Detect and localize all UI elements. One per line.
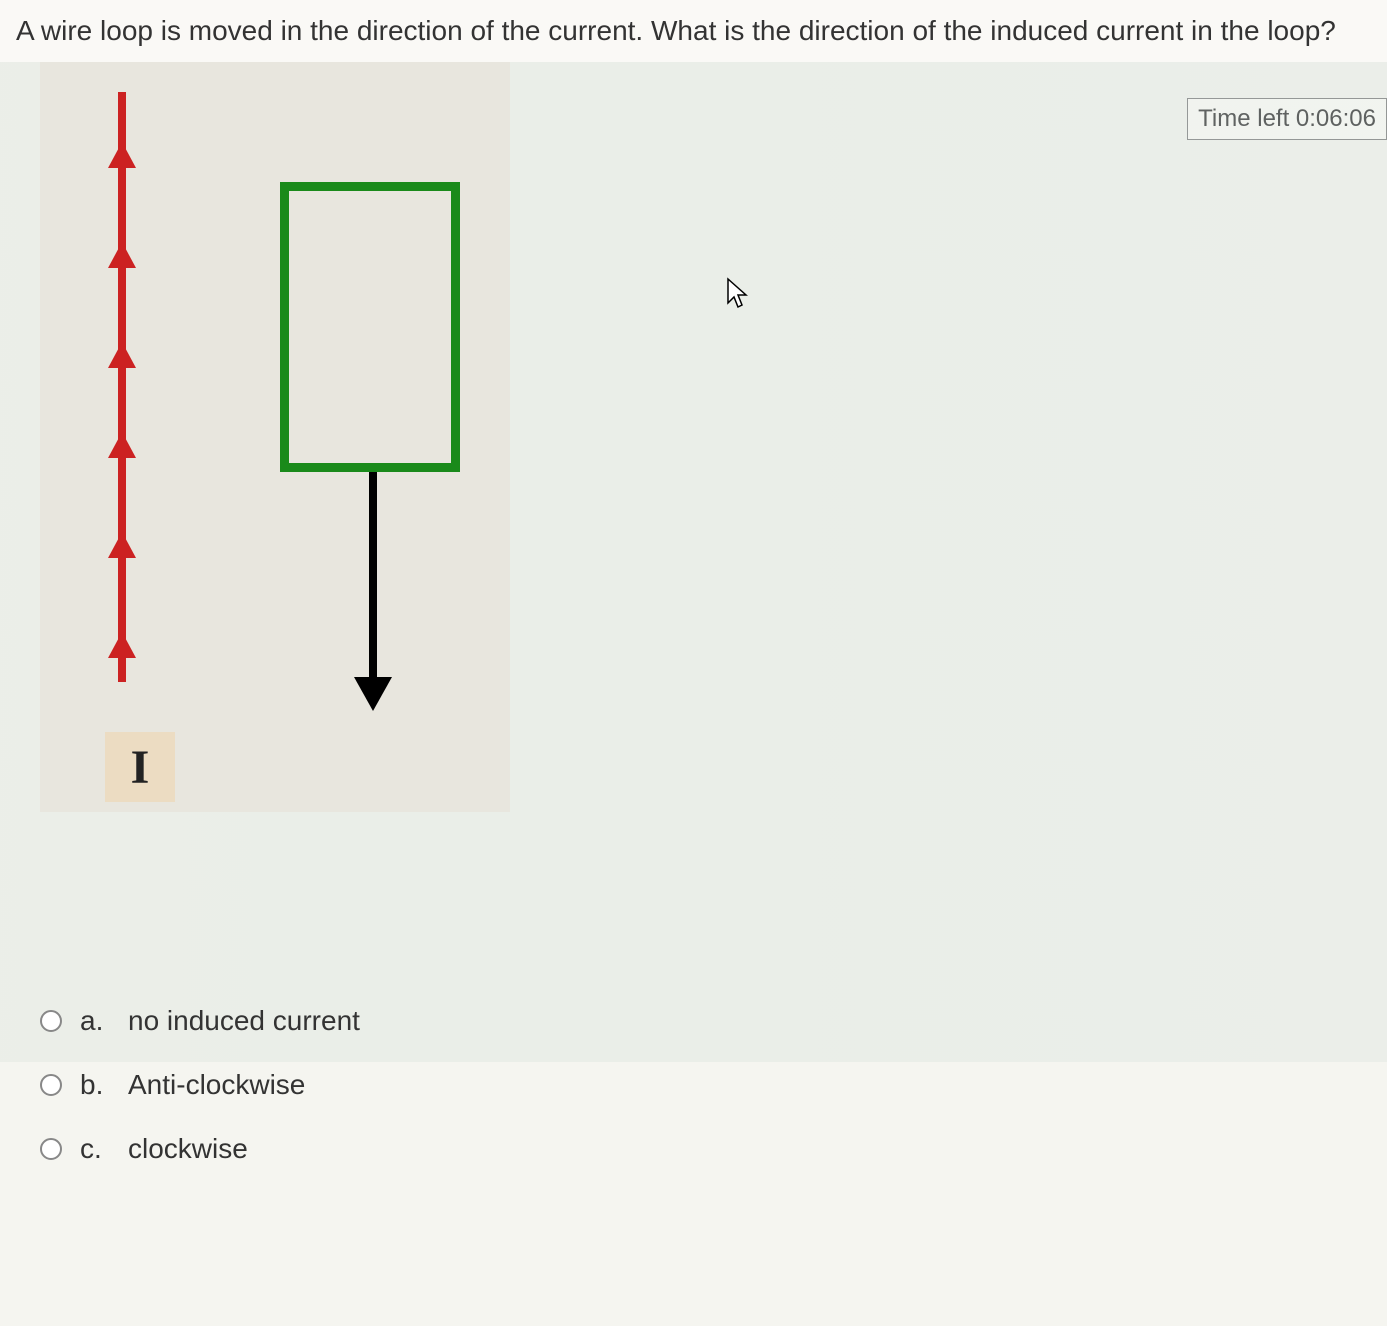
answer-option-a[interactable]: a. no induced current — [40, 1005, 360, 1037]
option-letter: a. — [80, 1005, 104, 1037]
radio-icon[interactable] — [40, 1010, 62, 1032]
current-wire — [118, 92, 126, 682]
option-letter: c. — [80, 1133, 104, 1165]
current-arrow-icon — [108, 142, 136, 168]
velocity-arrow-head-icon — [354, 677, 392, 711]
option-letter: b. — [80, 1069, 104, 1101]
answer-option-c[interactable]: c. clockwise — [40, 1133, 360, 1165]
current-label: I — [105, 732, 175, 802]
question-text: A wire loop is moved in the direction of… — [0, 0, 1387, 62]
radio-icon[interactable] — [40, 1074, 62, 1096]
physics-diagram: I — [40, 62, 510, 812]
option-text: no induced current — [128, 1005, 360, 1037]
current-arrow-icon — [108, 342, 136, 368]
cursor-pointer-icon — [725, 277, 753, 318]
radio-icon[interactable] — [40, 1138, 62, 1160]
answer-options: a. no induced current b. Anti-clockwise … — [40, 1005, 360, 1197]
current-arrow-icon — [108, 242, 136, 268]
option-text: Anti-clockwise — [128, 1069, 305, 1101]
current-arrow-icon — [108, 432, 136, 458]
velocity-arrow-line — [369, 472, 377, 682]
content-area: I — [0, 62, 1387, 1062]
current-arrow-icon — [108, 632, 136, 658]
answer-option-b[interactable]: b. Anti-clockwise — [40, 1069, 360, 1101]
current-arrow-icon — [108, 532, 136, 558]
option-text: clockwise — [128, 1133, 248, 1165]
wire-loop — [280, 182, 460, 472]
